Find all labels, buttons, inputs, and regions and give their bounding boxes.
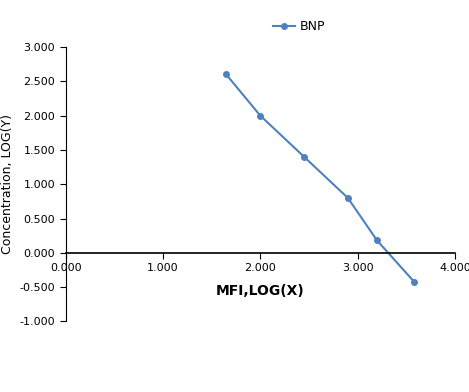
Y-axis label: Concentration, LOG(Y): Concentration, LOG(Y): [1, 114, 14, 254]
BNP: [411, 279, 417, 284]
BNP: [223, 72, 229, 77]
Line: BNP: BNP: [223, 72, 417, 285]
Legend: BNP: BNP: [272, 20, 326, 33]
X-axis label: MFI,LOG(X): MFI,LOG(X): [216, 284, 305, 298]
BNP: [345, 196, 351, 200]
BNP: [257, 113, 263, 118]
BNP: [374, 238, 380, 243]
BNP: [301, 154, 307, 159]
